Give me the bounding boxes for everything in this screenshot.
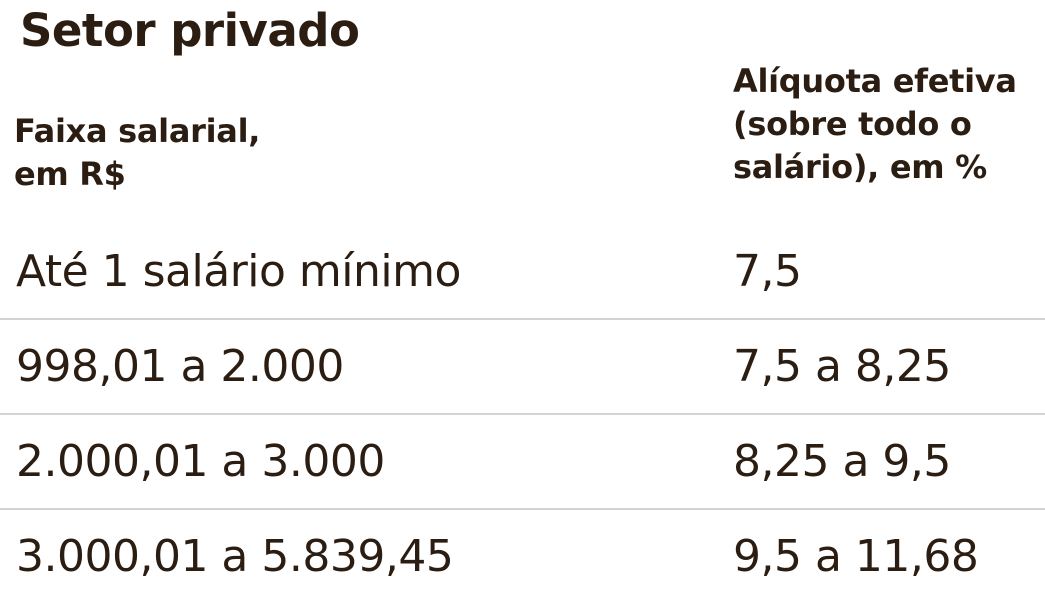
table-title: Setor privado <box>20 4 360 57</box>
table-row: 3.000,01 a 5.839,45 9,5 a 11,68 <box>0 510 1045 605</box>
salary-range-cell: 3.000,01 a 5.839,45 <box>16 531 454 582</box>
effective-rate-cell: 7,5 <box>733 246 802 297</box>
salary-range-cell: Até 1 salário mínimo <box>16 246 461 297</box>
effective-rate-cell: 9,5 a 11,68 <box>733 531 979 582</box>
table-row: 2.000,01 a 3.000 8,25 a 9,5 <box>0 415 1045 510</box>
column-header-effective-rate: Alíquota efetiva (sobre todo o salário),… <box>733 62 1017 186</box>
effective-rate-cell: 8,25 a 9,5 <box>733 436 951 487</box>
table-row: 998,01 a 2.000 7,5 a 8,25 <box>0 320 1045 415</box>
column-header-salary-range: Faixa salarial, em R$ <box>14 112 261 193</box>
effective-rate-cell: 7,5 a 8,25 <box>733 341 951 392</box>
table-row: Até 1 salário mínimo 7,5 <box>0 225 1045 320</box>
salary-range-cell: 2.000,01 a 3.000 <box>16 436 385 487</box>
salary-range-cell: 998,01 a 2.000 <box>16 341 344 392</box>
table-body: Até 1 salário mínimo 7,5 998,01 a 2.000 … <box>0 225 1045 605</box>
